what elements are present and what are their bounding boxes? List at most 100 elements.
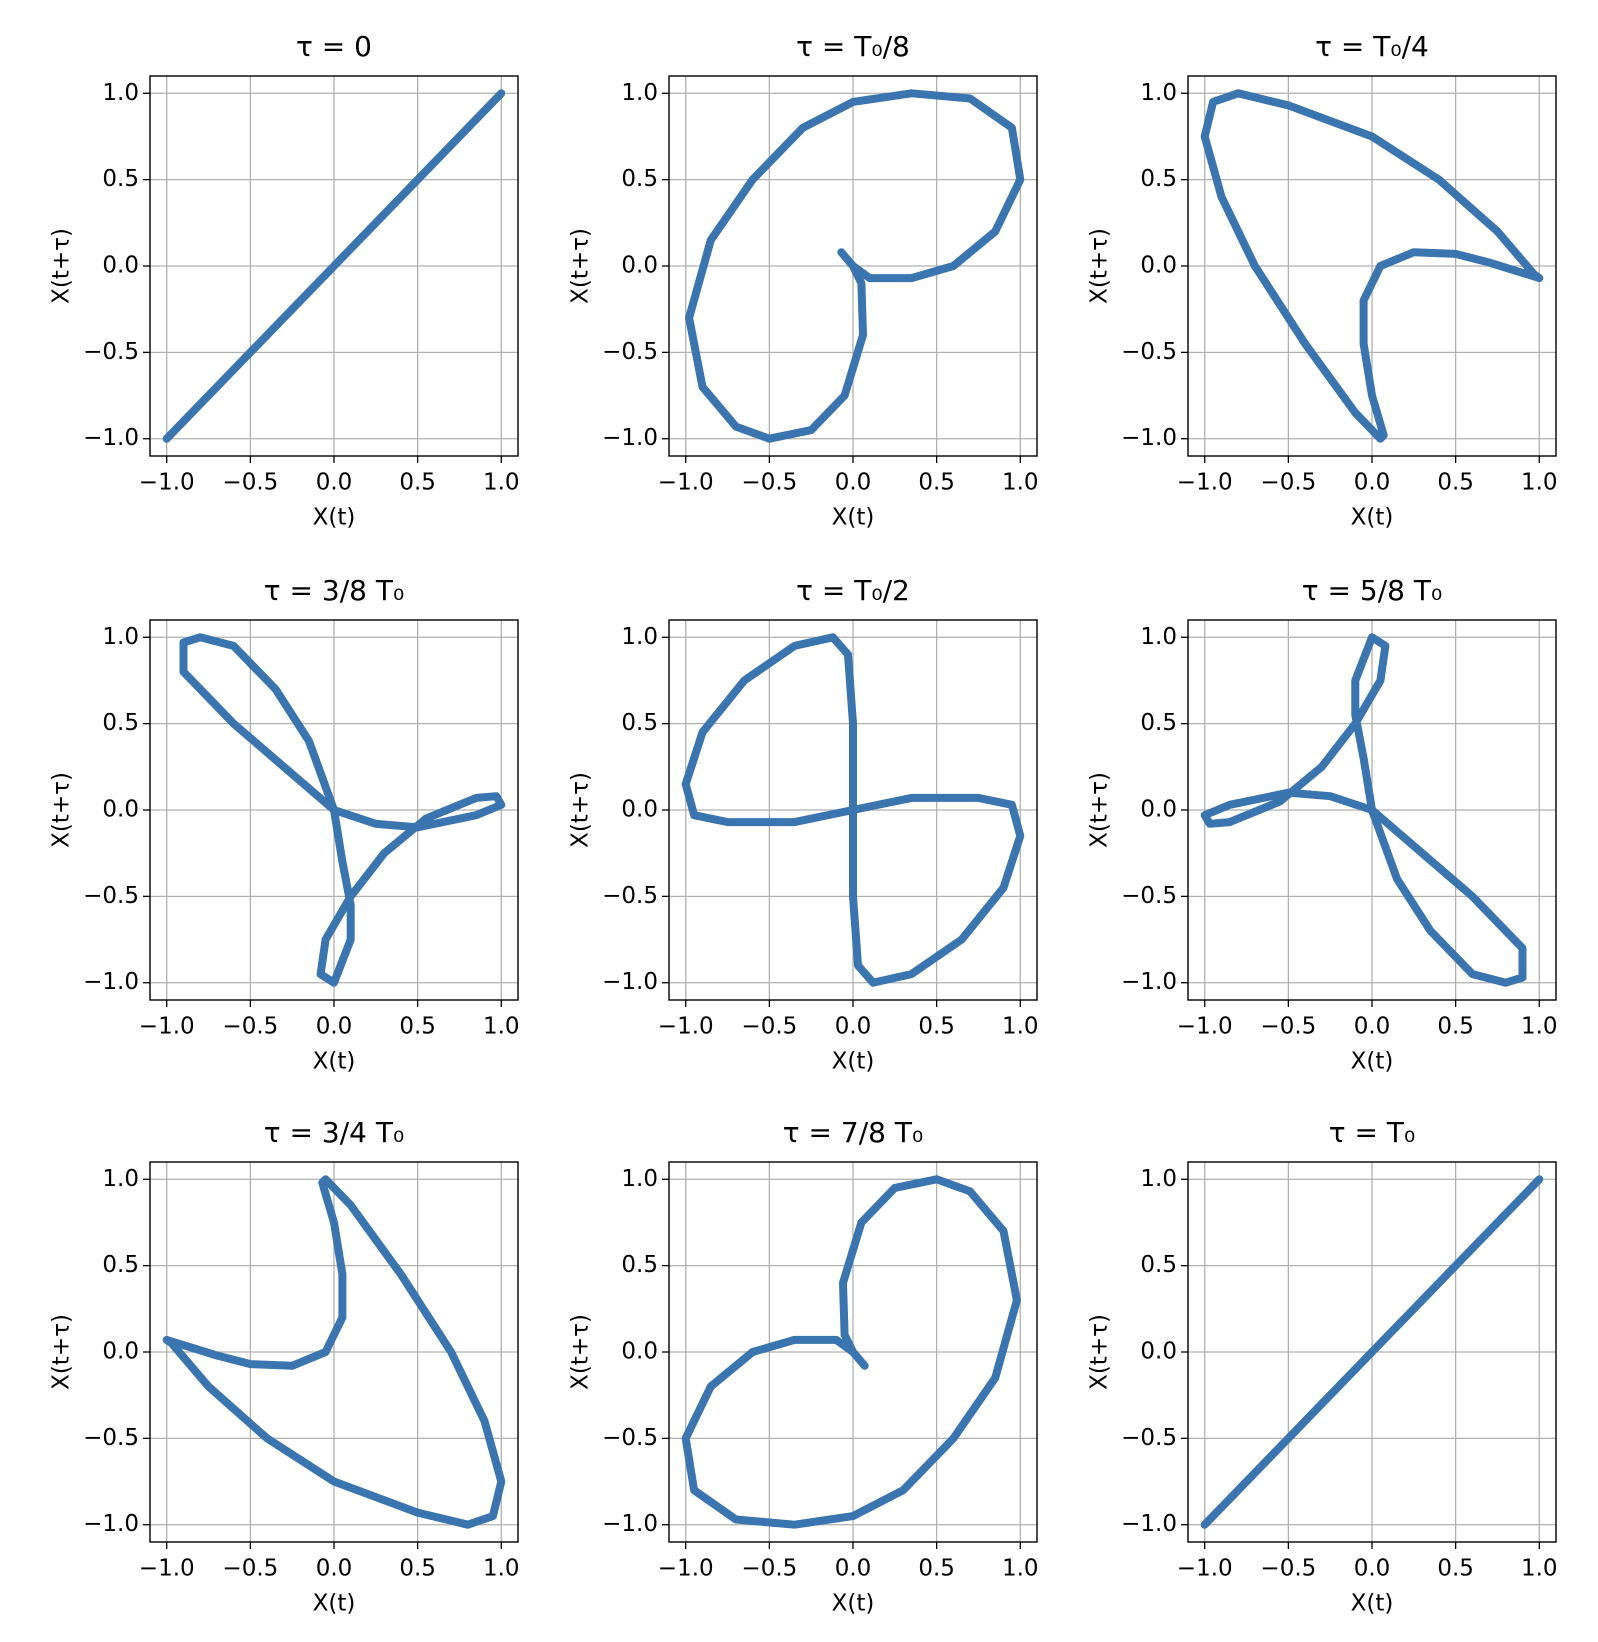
x-tick-label: −0.5 (222, 1014, 278, 1040)
x-tick-label: 0.5 (918, 470, 955, 496)
x-tick-label: 0.0 (835, 1556, 872, 1582)
x-tick-label: 1.0 (1002, 470, 1039, 496)
curve (162, 1175, 506, 1529)
y-tick-label: −0.5 (1121, 339, 1177, 365)
axes-frame (1187, 619, 1557, 1001)
x-tick-label: −1.0 (139, 1014, 195, 1040)
y-tick-label: 1.0 (102, 624, 139, 650)
y-tick-label: 1.0 (621, 1166, 658, 1192)
x-tick-label: 1.0 (483, 1556, 520, 1582)
y-tick-label: 0.0 (1140, 253, 1177, 279)
x-tick-label: 0.0 (1354, 1556, 1391, 1582)
subplot-title: τ = 5/8 T₀ (1302, 574, 1442, 607)
y-axis-label: X(t+τ) (49, 1314, 75, 1390)
y-tick-label: 0.5 (1140, 166, 1177, 192)
y-tick-label: −0.5 (602, 883, 658, 909)
x-axis-label: X(t) (313, 505, 356, 531)
x-axis-label: X(t) (1351, 1591, 1394, 1617)
y-tick-label: 1.0 (102, 1166, 139, 1192)
y-tick-label: 0.5 (102, 710, 139, 736)
subplot: −1.0 −0.5 0.0 0.5 1.0 −1.0 −0.5 0.0 0.5 1.0 τ = T₀… (1087, 30, 1558, 531)
x-tick-label: −1.0 (1177, 1014, 1233, 1040)
x-tick-label: 0.0 (1354, 470, 1391, 496)
y-tick-label: 1.0 (621, 80, 658, 106)
x-tick-label: 0.5 (399, 470, 436, 496)
y-tick-label: −1.0 (1121, 969, 1177, 995)
x-tick-label: −1.0 (139, 470, 195, 496)
y-axis-label: X(t+τ) (1087, 228, 1113, 304)
y-tick-label: 1.0 (621, 624, 658, 650)
x-tick-label: 1.0 (1002, 1556, 1039, 1582)
x-tick-label: 1.0 (1521, 1556, 1558, 1582)
y-tick-label: 0.0 (1140, 797, 1177, 823)
y-tick-label: 0.5 (102, 166, 139, 192)
x-tick-label: 1.0 (483, 470, 520, 496)
x-tick-label: −0.5 (1260, 1014, 1316, 1040)
x-tick-label: 1.0 (1521, 1014, 1558, 1040)
x-tick-label: −1.0 (1177, 1556, 1233, 1582)
x-tick-label: 1.0 (483, 1014, 520, 1040)
axes-frame (149, 619, 519, 1001)
subplot: −1.0 −0.5 0.0 0.5 1.0 −1.0 −0.5 0.0 0.5 1.0 τ = T₀… (568, 574, 1039, 1075)
axes-frame (149, 1161, 519, 1543)
y-tick-label: 0.5 (621, 1252, 658, 1278)
x-tick-label: 0.5 (399, 1556, 436, 1582)
subplot-title: τ = T₀/8 (796, 30, 910, 63)
x-tick-label: −0.5 (222, 470, 278, 496)
axes-frame (1187, 1161, 1557, 1543)
x-tick-label: −1.0 (658, 1556, 714, 1582)
subplot: −1.0 −0.5 0.0 0.5 1.0 −1.0 −0.5 0.0 0.5 1.0 τ = 3/… (49, 574, 520, 1075)
y-axis-label: X(t+τ) (1087, 772, 1113, 848)
y-tick-label: 0.0 (1140, 1339, 1177, 1365)
curve (179, 633, 506, 987)
subplot: −1.0 −0.5 0.0 0.5 1.0 −1.0 −0.5 0.0 0.5 1.0 τ = 5/… (1087, 574, 1558, 1075)
y-tick-label: 0.0 (102, 253, 139, 279)
y-axis-label: X(t+τ) (49, 772, 75, 848)
y-tick-label: −0.5 (83, 1425, 139, 1451)
x-tick-label: −1.0 (139, 1556, 195, 1582)
curve (685, 89, 1025, 443)
axes-frame (668, 1161, 1038, 1543)
curve (1200, 633, 1527, 987)
axes-frame (149, 75, 519, 457)
y-tick-label: −1.0 (602, 425, 658, 451)
y-tick-label: 1.0 (1140, 1166, 1177, 1192)
subplot-title: τ = 0 (296, 30, 372, 63)
y-tick-label: −0.5 (83, 883, 139, 909)
x-tick-label: 0.0 (1354, 1014, 1391, 1040)
curve (681, 1175, 1021, 1529)
x-tick-label: −0.5 (222, 1556, 278, 1582)
curve (1200, 1175, 1544, 1529)
subplot: −1.0 −0.5 0.0 0.5 1.0 −1.0 −0.5 0.0 0.5 1.0 τ = 0 X… (49, 30, 520, 531)
axes-frame (668, 619, 1038, 1001)
x-axis-label: X(t) (1351, 505, 1394, 531)
y-tick-label: −1.0 (602, 1511, 658, 1537)
axes-frame (668, 75, 1038, 457)
y-axis-label: X(t+τ) (568, 772, 594, 848)
y-tick-label: 0.0 (621, 1339, 658, 1365)
y-axis-label: X(t+τ) (568, 228, 594, 304)
y-tick-label: −1.0 (83, 1511, 139, 1537)
subplot-title: τ = 7/8 T₀ (783, 1116, 923, 1149)
x-tick-label: −1.0 (658, 1014, 714, 1040)
x-tick-label: 1.0 (1002, 1014, 1039, 1040)
curve (681, 633, 1025, 987)
y-tick-label: −1.0 (83, 969, 139, 995)
x-tick-label: 0.5 (918, 1014, 955, 1040)
y-tick-label: −1.0 (83, 425, 139, 451)
y-tick-label: −0.5 (602, 339, 658, 365)
y-tick-label: 0.5 (621, 166, 658, 192)
x-tick-label: −0.5 (1260, 1556, 1316, 1582)
axes-frame (1187, 75, 1557, 457)
y-tick-label: −1.0 (1121, 1511, 1177, 1537)
y-tick-label: 0.0 (621, 797, 658, 823)
x-tick-label: −1.0 (1177, 470, 1233, 496)
y-tick-label: −0.5 (83, 339, 139, 365)
y-tick-label: 1.0 (1140, 624, 1177, 650)
x-tick-label: 0.5 (1437, 1014, 1474, 1040)
y-tick-label: 0.5 (621, 710, 658, 736)
y-tick-label: 1.0 (1140, 80, 1177, 106)
y-tick-label: 0.5 (1140, 710, 1177, 736)
y-tick-label: 0.0 (102, 1339, 139, 1365)
